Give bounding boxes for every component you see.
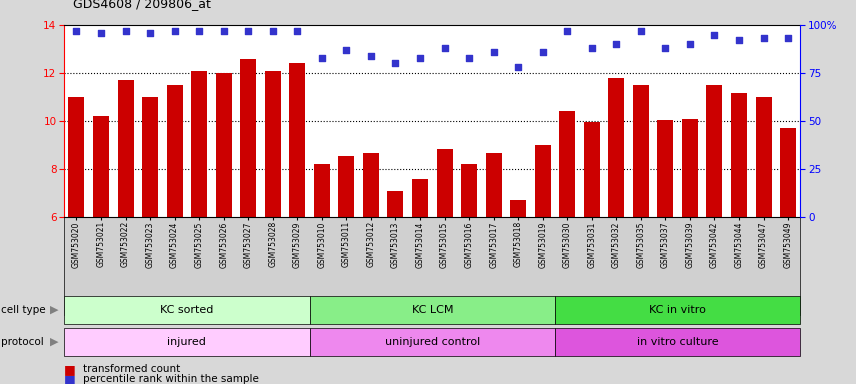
Bar bbox=[780, 128, 796, 217]
Text: KC in vitro: KC in vitro bbox=[649, 305, 706, 315]
Bar bbox=[167, 85, 182, 217]
Bar bbox=[93, 116, 109, 217]
Text: uninjured control: uninjured control bbox=[384, 337, 480, 347]
Bar bbox=[241, 59, 256, 217]
Point bbox=[437, 45, 451, 51]
Bar bbox=[584, 122, 600, 217]
Bar bbox=[314, 164, 330, 217]
Point bbox=[193, 28, 206, 34]
Text: transformed count: transformed count bbox=[83, 364, 181, 374]
Bar bbox=[363, 153, 379, 217]
Text: percentile rank within the sample: percentile rank within the sample bbox=[83, 374, 259, 384]
Bar bbox=[609, 78, 624, 217]
Text: protocol: protocol bbox=[1, 337, 44, 347]
Point bbox=[609, 41, 623, 47]
Point bbox=[487, 49, 501, 55]
Bar bbox=[265, 71, 281, 217]
Point bbox=[732, 37, 746, 43]
Bar bbox=[117, 80, 134, 217]
Point bbox=[119, 28, 133, 34]
Bar bbox=[633, 85, 649, 217]
Text: ■: ■ bbox=[64, 363, 76, 376]
Bar bbox=[142, 97, 158, 217]
Bar bbox=[559, 111, 575, 217]
Text: ▶: ▶ bbox=[50, 305, 58, 315]
Point bbox=[217, 28, 230, 34]
Bar bbox=[216, 73, 232, 217]
Text: injured: injured bbox=[168, 337, 206, 347]
Point bbox=[683, 41, 697, 47]
Text: ■: ■ bbox=[64, 373, 76, 384]
Point bbox=[143, 30, 157, 36]
Text: KC sorted: KC sorted bbox=[160, 305, 214, 315]
Point bbox=[241, 28, 255, 34]
Point bbox=[168, 28, 181, 34]
Bar bbox=[535, 145, 550, 217]
Text: KC LCM: KC LCM bbox=[412, 305, 453, 315]
Bar bbox=[191, 71, 207, 217]
Bar bbox=[461, 164, 477, 217]
Bar bbox=[706, 85, 722, 217]
Point bbox=[708, 31, 722, 38]
Point bbox=[315, 55, 329, 61]
Point bbox=[536, 49, 550, 55]
Bar bbox=[682, 119, 698, 217]
Bar bbox=[731, 93, 747, 217]
Point bbox=[462, 55, 476, 61]
Bar bbox=[437, 149, 453, 217]
Point bbox=[69, 28, 83, 34]
Bar bbox=[289, 63, 306, 217]
Text: ▶: ▶ bbox=[50, 337, 58, 347]
Bar bbox=[510, 200, 526, 217]
Text: cell type: cell type bbox=[1, 305, 45, 315]
Bar bbox=[68, 97, 85, 217]
Bar bbox=[756, 97, 771, 217]
Bar bbox=[412, 179, 428, 217]
Point bbox=[413, 55, 427, 61]
Text: GDS4608 / 209806_at: GDS4608 / 209806_at bbox=[73, 0, 211, 10]
Point bbox=[782, 35, 795, 41]
Point bbox=[389, 60, 402, 66]
Point bbox=[340, 47, 354, 53]
Point bbox=[658, 45, 672, 51]
Point bbox=[585, 45, 598, 51]
Point bbox=[511, 64, 525, 70]
Bar bbox=[338, 156, 354, 217]
Point bbox=[364, 53, 377, 59]
Point bbox=[634, 28, 648, 34]
Point bbox=[290, 28, 304, 34]
Point bbox=[561, 28, 574, 34]
Bar bbox=[388, 190, 403, 217]
Point bbox=[757, 35, 770, 41]
Text: in vitro culture: in vitro culture bbox=[637, 337, 718, 347]
Bar bbox=[485, 153, 502, 217]
Point bbox=[266, 28, 280, 34]
Point bbox=[94, 30, 108, 36]
Bar bbox=[657, 120, 674, 217]
